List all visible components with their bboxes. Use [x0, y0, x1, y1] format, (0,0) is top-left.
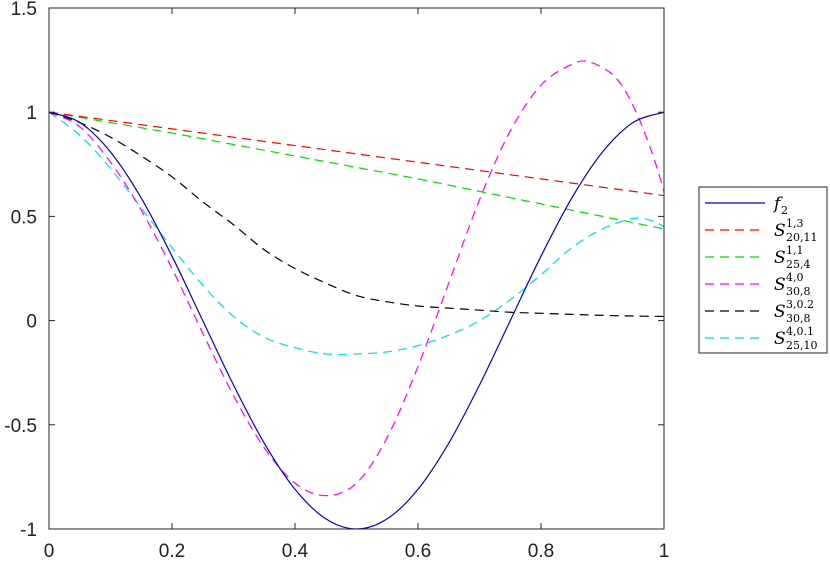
series-line-0	[49, 111, 664, 529]
x-tick-label: 0.8	[528, 541, 554, 562]
y-tick-label: 0	[26, 312, 37, 333]
legend-superscript: 3,0.2	[786, 298, 814, 311]
y-tick-label: -0.5	[4, 416, 37, 437]
series-layer	[49, 60, 664, 529]
legend-subscript: 30,8	[786, 312, 811, 325]
series-line-2	[49, 111, 664, 230]
y-tick-label: -1	[20, 520, 37, 541]
legend-box	[698, 186, 828, 354]
x-tick-label: 0.2	[159, 541, 185, 562]
x-tick-label: 0.6	[405, 541, 431, 562]
legend-entry: S 1,125,4	[774, 244, 811, 271]
x-tick-label: 0	[44, 541, 55, 562]
legend-subscript: 2	[781, 204, 788, 217]
legend-superscript: 4,0.1	[786, 325, 814, 338]
legend-subscript: 25,10	[786, 339, 818, 352]
legend: f 2S 1,320,11S 1,125,4S 4,030,8S 3,0.230,8S 4,…	[698, 186, 828, 354]
x-tick-label: 1	[659, 541, 670, 562]
legend-label: S	[774, 248, 786, 268]
legend-subscript: 25,4	[786, 258, 811, 271]
legend-label: S	[774, 329, 786, 349]
y-tick-label: 1	[26, 103, 37, 124]
legend-label: S	[774, 302, 786, 322]
legend-entry: S 4,030,8	[774, 271, 811, 298]
y-tick-label: 1.5	[11, 0, 37, 20]
legend-label: S	[774, 221, 786, 241]
x-tick-label: 0.4	[282, 541, 309, 562]
legend-superscript: 1,3	[786, 217, 804, 230]
legend-label: f	[772, 194, 783, 214]
legend-subscript: 30,8	[786, 285, 811, 298]
legend-label: S	[774, 275, 786, 295]
series-line-1	[49, 111, 664, 197]
legend-entry: S 3,0.230,8	[774, 298, 814, 325]
legend-subscript: 20,11	[786, 231, 818, 244]
series-line-3	[49, 60, 664, 497]
series-line-5	[49, 111, 664, 356]
legend-superscript: 4,0	[786, 271, 804, 284]
legend-entry: S 4,0.125,10	[774, 325, 818, 352]
y-tick-label: 0.5	[11, 207, 37, 228]
ticks-layer: 0 0.2 0.4 0.6 0.8 1 -1 -0.5 0 0.5 1 1.5	[4, 0, 669, 562]
legend-entry: S 1,320,11	[774, 217, 818, 244]
axes-box	[48, 7, 665, 530]
legend-superscript: 1,1	[786, 244, 804, 257]
series-line-4	[49, 111, 664, 318]
